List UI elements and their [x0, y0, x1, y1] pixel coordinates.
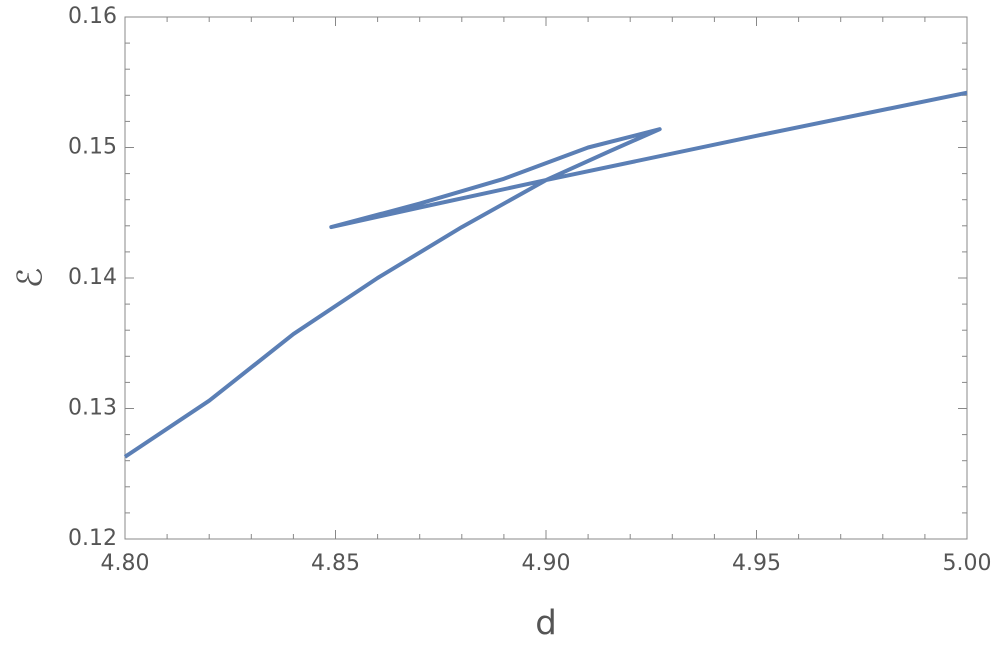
x-tick-label: 4.80 — [101, 551, 150, 576]
y-tick-label: 0.13 — [68, 396, 117, 421]
y-tick-label: 0.14 — [68, 265, 117, 290]
x-tick-label: 4.90 — [522, 551, 571, 576]
x-axis-label: d — [535, 604, 557, 644]
plot-frame — [124, 16, 968, 540]
y-tick-label: 0.12 — [68, 526, 117, 551]
x-tick-label: 4.85 — [311, 551, 360, 576]
y-tick-label: 0.15 — [68, 135, 117, 160]
x-tick-label: 5.00 — [943, 551, 992, 576]
y-tick-label: 0.16 — [68, 4, 117, 29]
data-line — [123, 90, 968, 459]
x-tick-label: 4.95 — [732, 551, 781, 576]
y-axis-label: ℰ — [11, 268, 51, 289]
